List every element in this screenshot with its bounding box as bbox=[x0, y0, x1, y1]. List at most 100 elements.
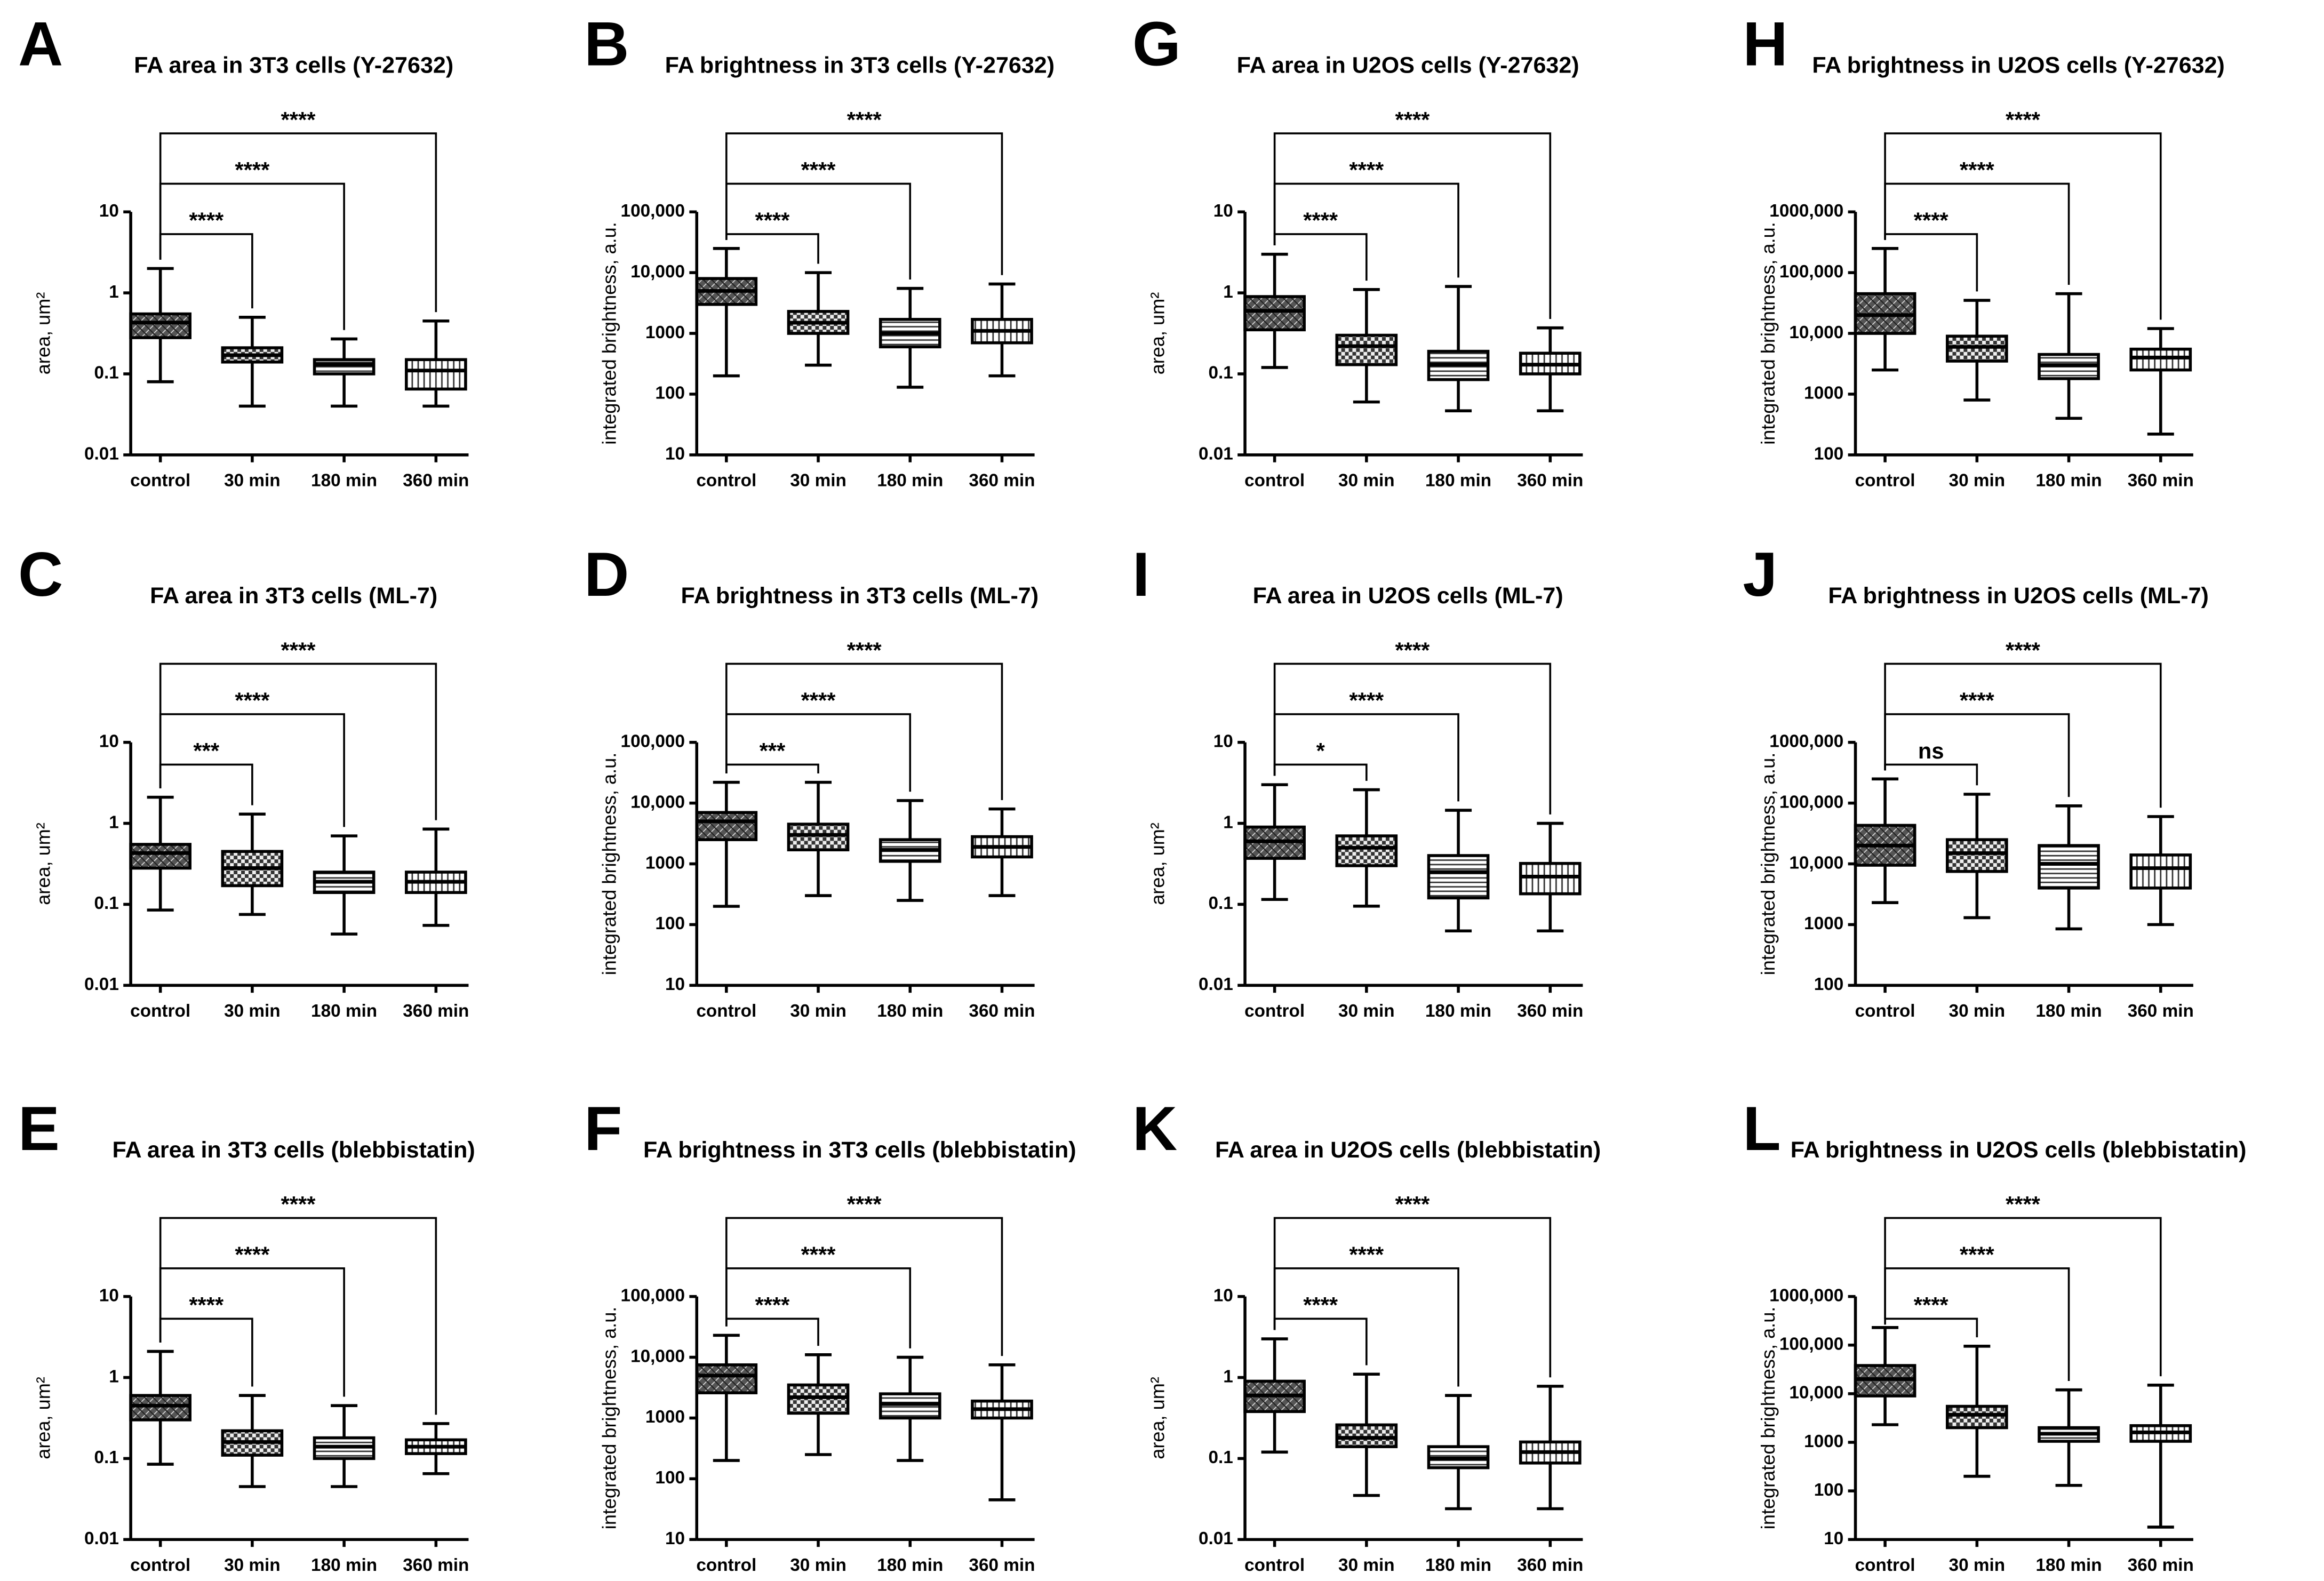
y-tick-label: 10 bbox=[1213, 1285, 1233, 1305]
chart-title: FA brightness in U2OS cells (blebbistati… bbox=[1791, 1137, 2247, 1163]
x-tick-label: control bbox=[130, 1001, 190, 1021]
bracket bbox=[725, 662, 1003, 800]
x-tick-label: 360 min bbox=[403, 471, 469, 491]
x-tick-label: 30 min bbox=[1949, 1555, 2006, 1575]
y-axis-label: integrated brightness, a.u. bbox=[1757, 753, 1779, 976]
y-tick-label: 1 bbox=[109, 282, 119, 302]
chart-title: FA brightness in 3T3 cells (ML-7) bbox=[681, 583, 1039, 609]
significance-label: **** bbox=[801, 688, 836, 713]
bracket bbox=[159, 662, 437, 820]
x-tick-label: 30 min bbox=[790, 1555, 846, 1575]
box bbox=[879, 1392, 941, 1420]
panel: C FA area in 3T3 cells (ML-7) area, um² 0.0… bbox=[18, 539, 469, 1021]
x-tick-label: 360 min bbox=[969, 471, 1035, 491]
panel-letter: B bbox=[584, 9, 629, 78]
significance-label: *** bbox=[760, 738, 786, 763]
panel: G FA area in U2OS cells (Y-27632) area, um… bbox=[1132, 9, 1583, 490]
x-tick-label: 30 min bbox=[790, 1001, 846, 1021]
y-tick-label: 10,000 bbox=[1789, 1383, 1843, 1403]
x-tick-label: 30 min bbox=[1338, 1001, 1395, 1021]
panel-letter: L bbox=[1743, 1093, 1780, 1163]
bracket bbox=[159, 1217, 437, 1415]
box bbox=[129, 312, 191, 339]
box bbox=[1335, 1423, 1398, 1448]
y-tick-label: 10 bbox=[1213, 732, 1233, 752]
y-tick-label: 1 bbox=[1223, 1367, 1233, 1386]
x-tick-label: 180 min bbox=[311, 1555, 377, 1575]
significance-label: **** bbox=[2006, 1192, 2041, 1217]
significance-label: **** bbox=[801, 1242, 836, 1267]
x-tick-label: 180 min bbox=[877, 1001, 943, 1021]
y-tick-label: 10,000 bbox=[630, 262, 685, 282]
significance-label: **** bbox=[189, 1292, 224, 1318]
x-tick-label: control bbox=[696, 1001, 756, 1021]
bracket bbox=[1273, 662, 1552, 815]
panel: A FA area in 3T3 cells (Y-27632) area, um²… bbox=[18, 9, 469, 490]
box bbox=[695, 1363, 758, 1394]
x-tick-label: 180 min bbox=[311, 1001, 377, 1021]
significance-label: **** bbox=[189, 208, 224, 233]
bracket bbox=[159, 132, 437, 313]
significance-label: **** bbox=[801, 157, 836, 182]
y-axis-label: integrated brightness, a.u. bbox=[598, 1307, 620, 1530]
significance-label: **** bbox=[847, 637, 882, 662]
panel-letter: D bbox=[584, 539, 629, 609]
y-tick-label: 0.1 bbox=[1208, 363, 1233, 383]
box bbox=[1335, 834, 1398, 867]
y-tick-label: 1 bbox=[1223, 812, 1233, 832]
y-tick-label: 0.01 bbox=[84, 1529, 119, 1548]
box bbox=[129, 1394, 191, 1422]
x-tick-label: 360 min bbox=[2128, 471, 2194, 491]
bracket bbox=[1884, 1318, 1978, 1338]
chart-title: FA area in U2OS cells (blebbistatin) bbox=[1215, 1137, 1601, 1163]
box bbox=[1519, 861, 1582, 896]
x-tick-label: 180 min bbox=[877, 471, 943, 491]
significance-label: **** bbox=[1914, 208, 1949, 233]
x-tick-label: 180 min bbox=[311, 471, 377, 491]
y-tick-label: 10 bbox=[99, 1285, 119, 1305]
x-tick-label: 360 min bbox=[403, 1555, 469, 1575]
y-tick-label: 1 bbox=[109, 1367, 119, 1386]
y-axis-label: area, um² bbox=[1146, 292, 1168, 375]
panel: B FA brightness in 3T3 cells (Y-27632) int… bbox=[584, 9, 1055, 490]
y-tick-label: 100,000 bbox=[1779, 1335, 1843, 1354]
panel-letter: I bbox=[1132, 539, 1149, 609]
x-tick-label: 30 min bbox=[224, 1001, 281, 1021]
significance-label: **** bbox=[281, 107, 316, 132]
y-tick-label: 100 bbox=[1814, 1480, 1844, 1500]
x-tick-label: control bbox=[1244, 1001, 1305, 1021]
x-tick-label: 180 min bbox=[877, 1555, 943, 1575]
significance-label: **** bbox=[1349, 688, 1384, 713]
y-tick-label: 100,000 bbox=[1779, 792, 1843, 812]
x-tick-label: 360 min bbox=[969, 1555, 1035, 1575]
y-tick-label: 100 bbox=[655, 384, 685, 403]
y-tick-label: 10 bbox=[99, 201, 119, 221]
y-tick-label: 1 bbox=[1223, 282, 1233, 302]
x-tick-label: 360 min bbox=[2128, 1555, 2194, 1575]
chart-title: FA area in 3T3 cells (Y-27632) bbox=[134, 52, 453, 78]
box bbox=[1945, 838, 2008, 873]
panel: D FA brightness in 3T3 cells (ML-7) integr… bbox=[584, 539, 1039, 1021]
significance-label: **** bbox=[1349, 1242, 1384, 1267]
panel-letter: H bbox=[1743, 9, 1787, 78]
y-axis-label: integrated brightness, a.u. bbox=[1757, 222, 1779, 445]
box bbox=[1427, 854, 1490, 900]
bracket bbox=[1884, 132, 2162, 320]
significance-label: * bbox=[1316, 738, 1325, 763]
y-tick-label: 10 bbox=[665, 975, 685, 994]
y-tick-label: 1000,000 bbox=[1769, 1285, 1843, 1305]
y-tick-label: 10,000 bbox=[630, 1346, 685, 1366]
x-tick-label: 180 min bbox=[1425, 471, 1491, 491]
panel-letter: E bbox=[18, 1093, 60, 1163]
y-axis-label: integrated brightness, a.u. bbox=[1757, 1307, 1779, 1530]
box bbox=[1945, 1404, 2008, 1430]
significance-label: **** bbox=[235, 688, 270, 713]
y-tick-label: 1000,000 bbox=[1769, 732, 1843, 752]
y-tick-label: 0.1 bbox=[94, 1448, 119, 1467]
y-tick-label: 100,000 bbox=[621, 1285, 685, 1305]
significance-label: **** bbox=[1960, 688, 1995, 713]
box bbox=[695, 811, 758, 841]
panel: J FA brightness in U2OS cells (ML-7) integ… bbox=[1743, 539, 2208, 1021]
significance-label: **** bbox=[755, 1292, 790, 1318]
